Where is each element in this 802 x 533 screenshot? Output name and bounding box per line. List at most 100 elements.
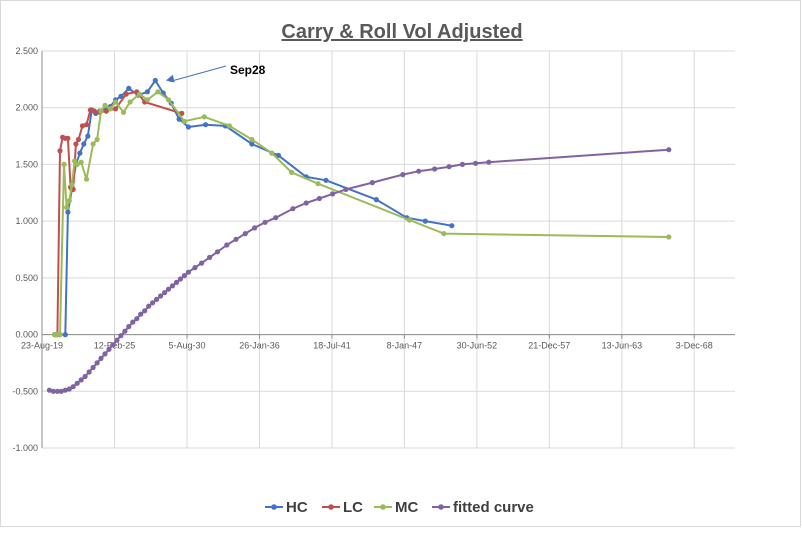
data-point [123,91,129,97]
y-tick-label: 2.500 [15,46,38,56]
data-point [459,161,465,167]
data-point [275,152,281,158]
data-point [64,204,70,211]
data-point [154,296,160,302]
annotation-arrow [169,65,227,82]
data-point [303,200,309,206]
data-point [118,333,124,339]
annotation: Sep28 [165,63,266,83]
data-point [58,388,64,394]
data-point [373,197,379,203]
data-point [107,106,113,112]
data-point [50,388,57,394]
legend-label: fitted curve [453,499,534,516]
x-tick-label: 21-Dec-57 [528,341,570,351]
data-point [113,99,119,105]
data-point [446,164,452,170]
data-point [176,116,182,122]
data-point [126,324,132,330]
legend-swatch-marker [438,504,444,510]
data-point [94,136,100,143]
data-point [249,141,255,147]
data-point [86,369,92,375]
data-point [185,124,191,130]
data-point [110,342,116,348]
data-point [102,102,108,108]
data-point [422,218,428,224]
data-point [666,147,672,153]
legend-item-lc: LC [322,499,363,516]
data-point [207,254,213,260]
y-tick-label: -1.000 [12,443,38,453]
data-point [269,150,275,156]
data-point [138,311,144,317]
data-point [127,99,133,105]
data-point [262,219,268,225]
data-point [233,236,239,242]
data-point [165,97,172,103]
data-point [214,249,221,255]
data-point [83,176,90,182]
y-tick-label: 0.500 [15,273,38,283]
data-point [136,91,142,97]
data-point [54,388,61,394]
data-point [369,180,375,186]
data-point [82,373,88,380]
data-point [73,141,79,147]
chart-title: Carry & Roll Vol Adjusted [281,21,522,43]
data-point [113,106,119,112]
data-point [74,161,80,167]
legend-label: LC [343,499,363,516]
legend-item-mc: MC [374,499,418,516]
data-point [65,209,71,215]
data-point [66,386,72,392]
data-point [94,360,100,366]
data-point [486,159,492,165]
data-point [122,328,128,334]
data-point [181,118,187,124]
data-point [226,123,232,129]
data-point [400,172,406,178]
data-point [85,133,91,139]
data-point [343,186,349,192]
data-point [155,89,161,95]
data-point [142,308,148,314]
data-point [98,108,104,114]
data-point [242,231,248,237]
data-point [146,303,152,309]
data-point [90,141,96,147]
data-point [177,276,183,282]
axes: 2.500 2.000 1.500 1.000 0.500 0.000 -0.500 -1.0… [12,46,735,453]
data-point [134,316,140,322]
legend-swatch-marker [328,504,334,510]
data-point [103,108,109,114]
series-fitted-curve [46,147,672,394]
data-point [666,234,672,240]
x-tick-label: 26-Jan-36 [239,341,280,351]
data-point [192,265,198,271]
data-point [158,293,164,299]
data-point [406,217,412,223]
legend: HC LC MC fitted curve [265,499,534,516]
data-point [83,122,90,128]
y-tick-label: 0.000 [15,330,38,340]
data-point [181,273,187,279]
data-point [162,290,168,296]
data-point [130,319,136,325]
data-point [57,332,63,338]
data-point [289,169,295,175]
data-point [416,168,422,174]
data-point [75,136,82,143]
y-tick-label: -0.500 [12,386,38,396]
data-point [273,215,279,221]
data-point [432,166,438,172]
data-point [78,159,84,165]
legend-label: MC [395,499,418,516]
data-point [169,283,176,289]
data-point [201,114,207,120]
data-point [316,195,322,202]
legend-swatch-marker [271,504,277,510]
x-tick-label: 30-Jun-52 [457,341,498,351]
